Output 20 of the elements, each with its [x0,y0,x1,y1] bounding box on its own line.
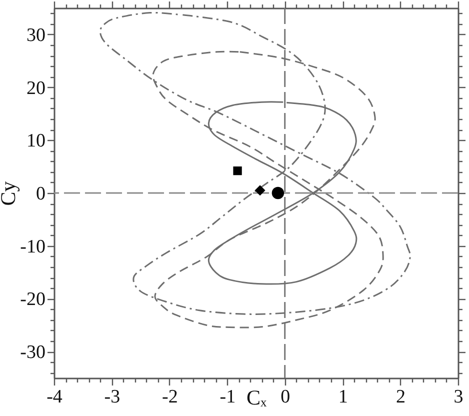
point [272,186,284,200]
x-tick-label: -4 [46,386,63,408]
point [233,166,242,176]
x-tick-label: -1 [220,386,236,408]
x-tick-label: 0 [280,386,290,408]
y-tick-label: 0 [36,184,46,204]
x-tick-label: 3 [454,386,464,408]
y-tick-label: -30 [20,342,46,364]
x-tick-label: -3 [104,386,120,408]
y-tick-label: 10 [26,130,46,152]
x-axis-title: Cₓ [246,386,268,410]
y-tick-label: 20 [26,78,46,99]
y-tick-label: -20 [20,289,46,310]
x-tick-label: 1 [338,386,348,408]
x-tick-label: 2 [396,386,406,408]
y-axis-title: Cy [0,180,20,206]
y-tick-label: 30 [26,24,46,46]
point [254,185,266,196]
x-tick-label: -2 [162,386,178,408]
y-tick-label: -10 [20,236,46,258]
